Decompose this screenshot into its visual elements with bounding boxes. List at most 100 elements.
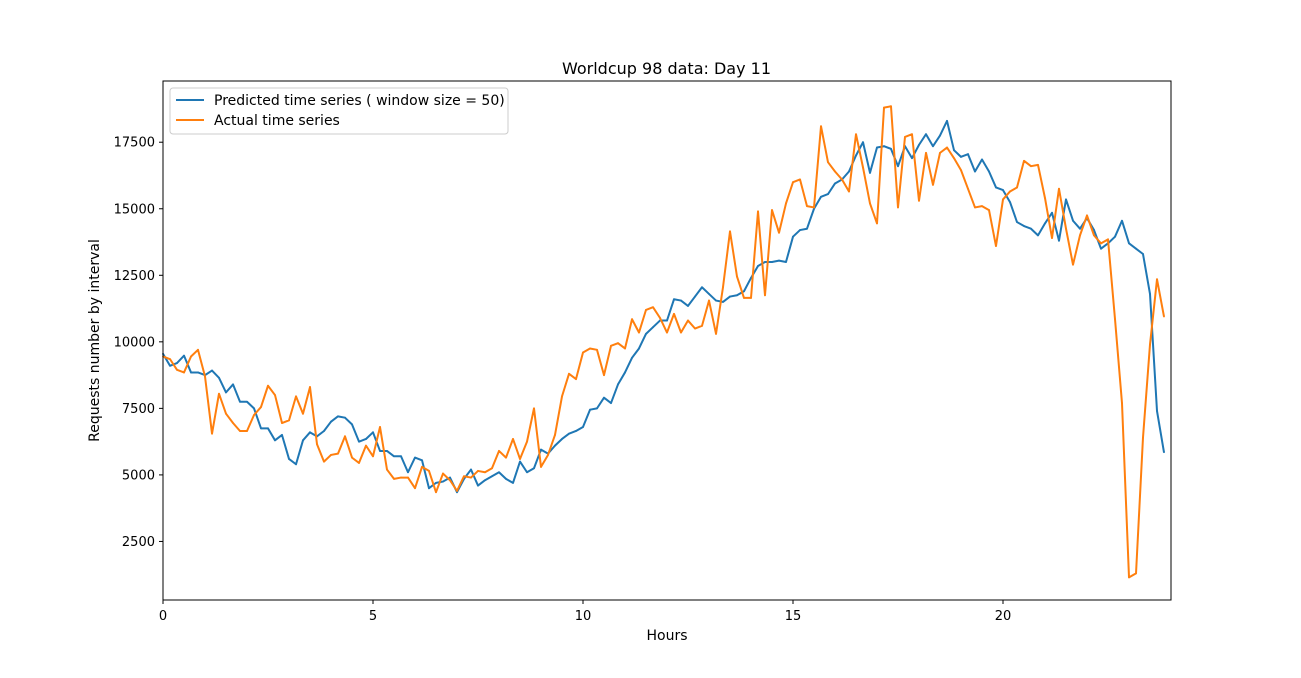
data-point-0-67	[631, 356, 633, 359]
data-point-1-11	[239, 430, 241, 432]
data-point-0-24	[330, 420, 332, 423]
data-point-0-46	[484, 479, 486, 482]
data-point-0-82	[736, 294, 738, 297]
data-point-0-102	[876, 146, 878, 149]
data-point-0-69	[645, 332, 647, 335]
data-point-0-25	[337, 415, 339, 418]
data-point-1-101	[869, 202, 871, 205]
data-point-1-35	[407, 476, 409, 479]
data-point-1-55	[547, 454, 549, 456]
data-point-0-8	[218, 376, 220, 379]
data-point-1-105	[897, 206, 899, 209]
series-actual-time-series	[162, 105, 1165, 579]
data-point-1-31	[379, 426, 381, 428]
data-point-1-80	[722, 286, 724, 289]
data-point-0-134	[1100, 247, 1102, 250]
data-point-1-33	[393, 478, 395, 480]
data-point-0-18	[288, 458, 290, 460]
plot-area-frame	[162, 80, 1172, 601]
data-point-1-113	[953, 157, 955, 160]
data-point-0-11	[239, 400, 241, 403]
data-point-1-64	[610, 344, 612, 347]
data-point-0-129	[1065, 198, 1067, 201]
data-point-1-77	[701, 324, 703, 327]
data-point-1-57	[561, 395, 563, 398]
data-point-0-114	[960, 155, 962, 158]
data-point-1-50	[512, 438, 514, 440]
data-point-1-115	[967, 187, 969, 190]
data-point-1-3	[183, 371, 185, 374]
data-point-1-22	[316, 443, 318, 446]
x-tick-label-10: 10	[575, 609, 592, 624]
data-point-0-10	[232, 383, 234, 386]
data-point-1-24	[330, 454, 332, 456]
data-point-1-93	[813, 206, 815, 209]
data-point-1-134	[1100, 242, 1102, 245]
data-point-0-85	[757, 265, 759, 267]
data-point-1-114	[960, 169, 962, 172]
data-point-1-124	[1030, 165, 1032, 168]
data-point-0-54	[540, 448, 542, 451]
data-point-1-45	[477, 470, 479, 472]
data-point-1-6	[204, 375, 206, 378]
data-point-0-50	[512, 481, 514, 484]
data-point-0-49	[505, 478, 507, 480]
data-point-1-100	[862, 166, 864, 169]
data-point-1-37	[421, 466, 423, 468]
data-point-1-92	[806, 205, 808, 207]
data-point-1-28	[358, 462, 360, 464]
data-point-0-121	[1009, 201, 1011, 204]
data-point-1-8	[218, 392, 220, 395]
data-point-0-116	[974, 170, 976, 173]
data-point-1-5	[197, 348, 199, 351]
data-point-1-41	[449, 479, 451, 482]
data-point-1-88	[778, 231, 780, 234]
data-point-0-87	[771, 261, 773, 263]
data-point-1-1	[169, 358, 171, 361]
data-point-1-7	[211, 432, 213, 435]
data-point-0-12	[246, 400, 248, 403]
data-point-0-20	[302, 439, 304, 442]
data-point-0-57	[561, 438, 563, 440]
data-point-0-31	[379, 450, 381, 452]
data-point-1-61	[589, 347, 591, 350]
data-point-0-124	[1030, 227, 1032, 230]
data-point-1-27	[351, 456, 353, 459]
data-point-0-104	[890, 147, 892, 150]
data-point-0-98	[848, 170, 850, 173]
data-point-0-94	[820, 195, 822, 198]
data-point-0-118	[988, 170, 990, 173]
data-point-1-48	[498, 450, 500, 452]
data-point-1-15	[267, 384, 269, 387]
data-point-1-26	[344, 435, 346, 438]
data-point-1-96	[834, 170, 836, 173]
data-point-0-127	[1051, 211, 1053, 214]
data-point-0-74	[680, 299, 682, 302]
data-point-1-119	[995, 245, 997, 247]
y-tick-label-12500: 12500	[114, 269, 155, 284]
data-point-0-7	[211, 369, 213, 372]
data-point-0-76	[694, 295, 696, 298]
data-point-0-30	[372, 431, 374, 434]
data-point-1-56	[554, 434, 556, 436]
data-point-1-29	[365, 444, 367, 447]
data-point-1-97	[841, 178, 843, 181]
data-point-0-53	[533, 467, 535, 470]
data-point-0-14	[260, 427, 262, 430]
data-point-0-13	[253, 407, 255, 410]
data-point-0-125	[1037, 234, 1039, 237]
data-point-0-130	[1072, 219, 1074, 222]
data-point-0-117	[981, 158, 983, 161]
data-point-0-131	[1079, 227, 1081, 230]
chart-title: Worldcup 98 data: Day 11	[562, 59, 771, 78]
data-point-0-115	[967, 153, 969, 156]
data-point-1-9	[225, 412, 227, 415]
data-point-0-136	[1114, 235, 1116, 238]
data-point-1-65	[617, 342, 619, 345]
data-point-0-122	[1016, 221, 1018, 223]
data-point-1-111	[939, 151, 941, 154]
x-axis-ticks: 0 5 10 15 20	[159, 600, 1011, 624]
data-point-0-96	[834, 182, 836, 185]
data-point-0-143	[1163, 451, 1165, 454]
data-point-1-83	[743, 297, 745, 299]
